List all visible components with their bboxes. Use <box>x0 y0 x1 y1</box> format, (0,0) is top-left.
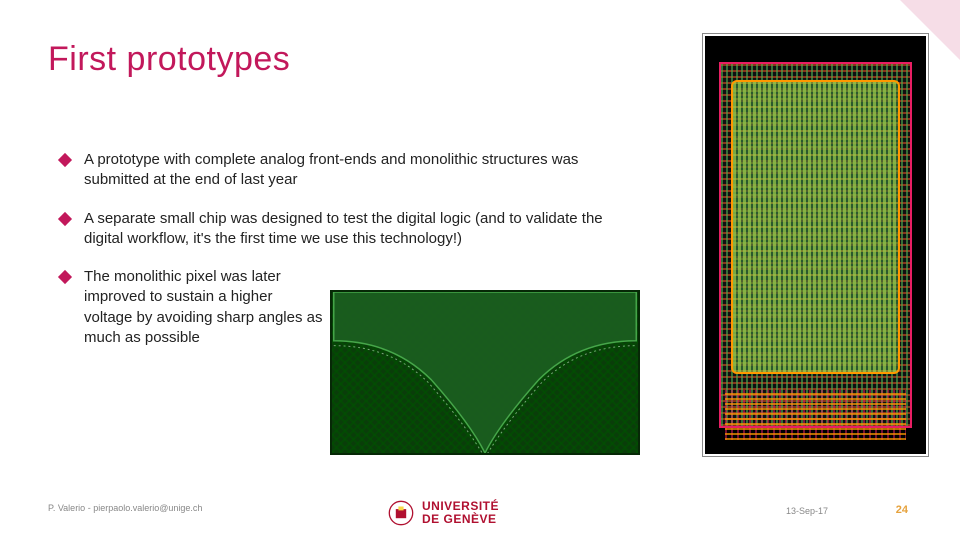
slide-title: First prototypes <box>48 40 290 79</box>
pcb-trace-figure <box>330 290 640 455</box>
footer-author: P. Valerio - pierpaolo.valerio@unige.ch <box>48 503 202 513</box>
bullet-item: A prototype with complete analog front-e… <box>60 150 640 191</box>
bullet-text: A separate small chip was designed to te… <box>84 209 640 250</box>
bullet-icon <box>58 211 72 225</box>
university-logo-block: UNIVERSITÉ DE GENÈVE <box>388 500 499 526</box>
chip-layout-core <box>731 80 900 374</box>
chip-layout-padring <box>725 390 906 440</box>
bullet-icon <box>58 270 72 284</box>
footer-date: 13-Sep-17 <box>786 506 828 516</box>
bullet-text: A prototype with complete analog front-e… <box>84 150 640 191</box>
university-name: UNIVERSITÉ DE GENÈVE <box>422 500 499 525</box>
page-number: 24 <box>896 504 908 516</box>
footer: P. Valerio - pierpaolo.valerio@unige.ch … <box>48 490 928 526</box>
university-line2: DE GENÈVE <box>422 513 499 526</box>
university-seal-icon <box>388 500 414 526</box>
slide: First prototypes A prototype with comple… <box>0 0 960 540</box>
chip-layout-figure <box>703 34 928 456</box>
bullet-text: The monolithic pixel was later improved … <box>84 267 324 348</box>
bullet-item: A separate small chip was designed to te… <box>60 209 640 250</box>
pcb-trace-svg <box>332 292 638 453</box>
bullet-icon <box>58 153 72 167</box>
